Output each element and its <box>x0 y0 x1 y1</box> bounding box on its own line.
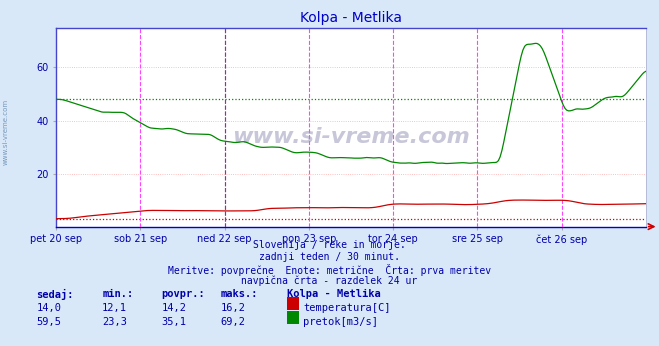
Text: www.si-vreme.com: www.si-vreme.com <box>2 98 9 165</box>
Text: 14,2: 14,2 <box>161 303 186 313</box>
Text: sedaj:: sedaj: <box>36 289 74 300</box>
Text: min.:: min.: <box>102 289 133 299</box>
Text: 59,5: 59,5 <box>36 317 61 327</box>
Text: temperatura[C]: temperatura[C] <box>303 303 391 313</box>
Text: 69,2: 69,2 <box>221 317 246 327</box>
Text: navpična črta - razdelek 24 ur: navpična črta - razdelek 24 ur <box>241 275 418 285</box>
Text: 16,2: 16,2 <box>221 303 246 313</box>
Text: Kolpa - Metlika: Kolpa - Metlika <box>287 289 380 299</box>
Text: 23,3: 23,3 <box>102 317 127 327</box>
Text: www.si-vreme.com: www.si-vreme.com <box>232 127 470 147</box>
Title: Kolpa - Metlika: Kolpa - Metlika <box>300 11 402 25</box>
Text: pretok[m3/s]: pretok[m3/s] <box>303 317 378 327</box>
Text: Slovenija / reke in morje.: Slovenija / reke in morje. <box>253 240 406 251</box>
Text: zadnji teden / 30 minut.: zadnji teden / 30 minut. <box>259 252 400 262</box>
Text: 35,1: 35,1 <box>161 317 186 327</box>
Text: povpr.:: povpr.: <box>161 289 205 299</box>
Text: 14,0: 14,0 <box>36 303 61 313</box>
Text: 12,1: 12,1 <box>102 303 127 313</box>
Text: maks.:: maks.: <box>221 289 258 299</box>
Text: Meritve: povprečne  Enote: metrične  Črta: prva meritev: Meritve: povprečne Enote: metrične Črta:… <box>168 264 491 276</box>
